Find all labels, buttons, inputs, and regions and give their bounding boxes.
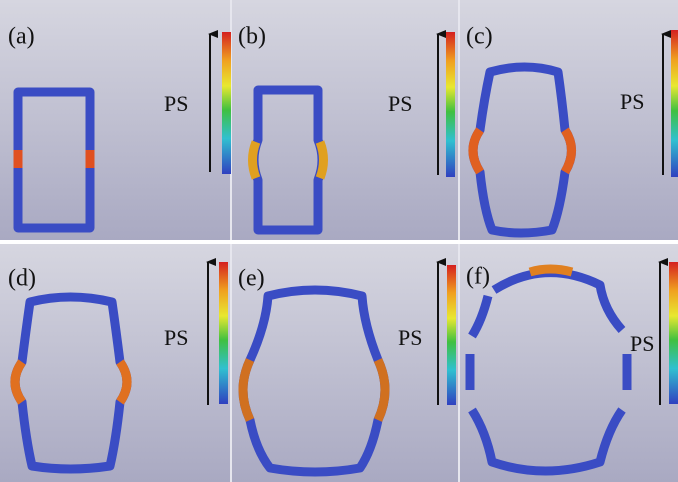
colorbar <box>671 30 678 177</box>
panel-label: (d) <box>8 266 36 292</box>
panel-label: (e) <box>238 266 265 292</box>
stress-zone <box>320 142 324 178</box>
colorbar <box>447 265 456 405</box>
legend-label: PS <box>398 325 422 350</box>
panel-label: (b) <box>238 24 266 50</box>
stress-zone <box>530 269 572 272</box>
panel-label: (c) <box>466 24 493 50</box>
legend-label: PS <box>164 91 188 116</box>
figure: (a) PS (b) PS (c) PS (d) PS (e) <box>0 0 678 482</box>
stress-zone <box>253 142 257 178</box>
colorbar <box>446 32 455 177</box>
panel-label: (f) <box>466 264 490 290</box>
panel-label: (a) <box>8 24 35 50</box>
legend-label: PS <box>164 325 188 350</box>
colorbar <box>219 262 228 404</box>
legend-label: PS <box>620 89 644 114</box>
colorbar <box>669 262 678 404</box>
background <box>0 0 678 240</box>
colorbar <box>222 32 231 174</box>
legend-label: PS <box>388 91 412 116</box>
legend-label: PS <box>630 331 654 356</box>
